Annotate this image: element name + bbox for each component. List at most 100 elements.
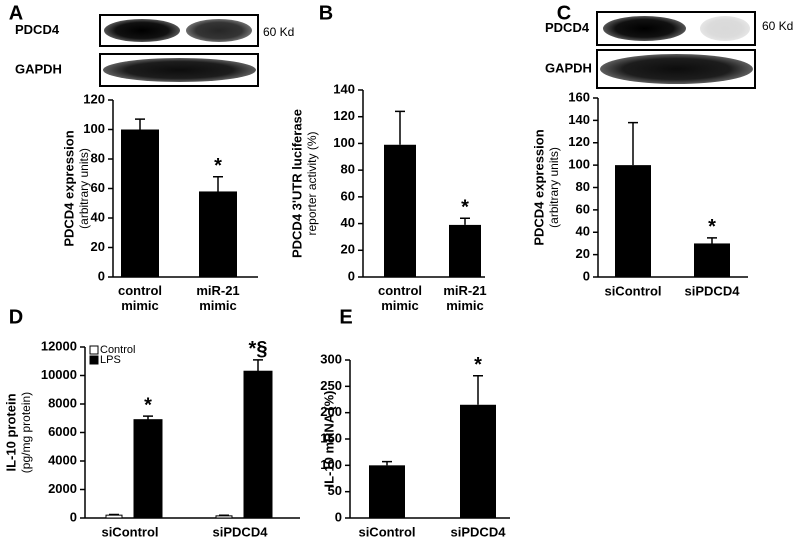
error-bar <box>382 460 392 466</box>
y-tick-label: 80 <box>576 179 590 194</box>
y-tick-label: 140 <box>568 112 590 127</box>
bar <box>243 370 273 519</box>
y-tick-label: 50 <box>328 483 342 498</box>
panel-letter: C <box>557 2 571 24</box>
panel-letter: D <box>9 306 23 328</box>
bar <box>615 165 651 277</box>
y-tick-label: 12000 <box>41 338 77 353</box>
x-tick-label: control mimic <box>378 283 422 313</box>
significance-mark: * <box>214 155 222 177</box>
bar <box>384 144 416 277</box>
significance-mark: * <box>708 216 716 238</box>
y-tick-label: 20 <box>341 242 355 257</box>
y-axis-label: (arbitrary units) <box>77 148 91 229</box>
x-tick-label: siControl <box>101 524 158 539</box>
blot-size: 60 Kd <box>762 19 793 33</box>
error-bar <box>473 375 483 405</box>
y-tick-label: 100 <box>333 135 355 150</box>
significance-mark: * <box>461 197 469 219</box>
y-tick-label: 0 <box>583 268 590 283</box>
y-tick-label: 20 <box>576 246 590 261</box>
y-tick-label: 100 <box>320 457 342 472</box>
blot-band <box>603 16 686 41</box>
y-tick-label: 4000 <box>48 452 77 467</box>
error-bar <box>143 415 153 420</box>
y-tick-label: 300 <box>320 351 342 366</box>
error-bar <box>395 110 405 145</box>
significance-mark: *§ <box>249 338 268 360</box>
error-bar <box>460 217 470 225</box>
y-tick-label: 2000 <box>48 481 77 496</box>
blot-label: GAPDH <box>15 61 62 76</box>
x-tick-label: siPDCD4 <box>685 283 741 298</box>
bar <box>121 129 159 277</box>
y-tick-label: 250 <box>320 378 342 393</box>
y-tick-label: 0 <box>348 268 355 283</box>
y-tick-label: 120 <box>83 91 105 106</box>
error-bar <box>253 359 263 372</box>
x-tick-label: siControl <box>358 524 415 539</box>
y-axis-label: PDCD4 expression <box>531 129 546 245</box>
error-bar <box>707 237 717 244</box>
y-tick-label: 120 <box>568 134 590 149</box>
y-tick-label: 40 <box>91 209 105 224</box>
y-tick-label: 150 <box>320 430 342 445</box>
x-tick-label: siControl <box>604 283 661 298</box>
bar <box>369 465 405 518</box>
y-tick-label: 8000 <box>48 395 77 410</box>
blot-label: PDCD4 <box>15 22 60 37</box>
x-tick-label: siPDCD4 <box>213 524 269 539</box>
y-tick-label: 0 <box>335 509 342 524</box>
y-tick-label: 140 <box>333 81 355 96</box>
blot-label: GAPDH <box>545 60 592 75</box>
bar <box>449 224 481 277</box>
x-tick-label: control mimic <box>118 283 162 313</box>
panel-letter: A <box>9 2 23 24</box>
bar <box>694 243 730 277</box>
y-axis-label: IL-10 mRNA (%) <box>321 390 336 487</box>
bar <box>199 191 237 277</box>
y-tick-label: 200 <box>320 404 342 419</box>
significance-mark: * <box>474 354 482 376</box>
bar <box>460 404 496 518</box>
x-tick-label: siPDCD4 <box>451 524 507 539</box>
blot-band <box>103 58 256 82</box>
bar <box>215 515 233 519</box>
y-tick-label: 60 <box>91 180 105 195</box>
y-tick-label: 160 <box>568 89 590 104</box>
y-tick-label: 80 <box>341 162 355 177</box>
y-axis-label: PDCD4 expression <box>61 130 76 246</box>
y-tick-label: 10000 <box>41 367 77 382</box>
blot-band <box>186 19 252 42</box>
y-tick-label: 0 <box>98 268 105 283</box>
x-tick-label: miR-21 mimic <box>443 283 486 313</box>
x-tick-label: miR-21 mimic <box>196 283 239 313</box>
legend-swatch <box>89 345 99 355</box>
bar <box>133 419 163 519</box>
panel-letter: B <box>319 2 333 24</box>
error-bar <box>628 121 638 166</box>
legend-label: Control <box>100 344 135 356</box>
y-tick-label: 40 <box>341 215 355 230</box>
blot-band <box>700 16 750 41</box>
blot-band <box>104 19 180 42</box>
bar <box>105 514 123 519</box>
y-tick-label: 120 <box>333 108 355 123</box>
blot-band <box>600 54 753 84</box>
y-tick-label: 6000 <box>48 424 77 439</box>
blot-size: 60 Kd <box>263 25 294 39</box>
panel-letter: E <box>339 306 352 328</box>
blot-label: PDCD4 <box>545 20 590 35</box>
legend-swatch <box>89 355 99 365</box>
significance-mark: * <box>144 394 152 416</box>
y-axis-label: (pg/mg protein) <box>19 392 33 473</box>
y-tick-label: 20 <box>91 239 105 254</box>
y-tick-label: 60 <box>341 188 355 203</box>
y-tick-label: 100 <box>568 157 590 172</box>
y-tick-label: 40 <box>576 224 590 239</box>
y-axis-label: reporter activity (%) <box>305 131 319 235</box>
error-bar <box>219 514 229 517</box>
y-axis-label: PDCD4 3'UTR luciferase <box>289 109 304 258</box>
error-bar <box>213 175 223 192</box>
